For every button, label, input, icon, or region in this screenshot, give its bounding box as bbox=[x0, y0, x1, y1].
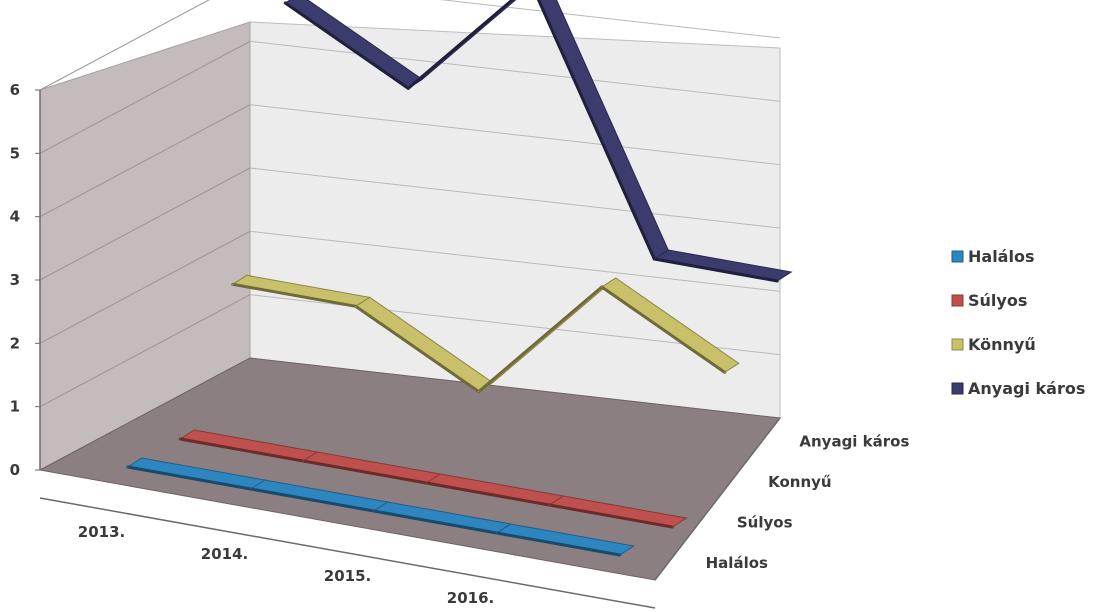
series-edge bbox=[406, 0, 515, 90]
x-tick-label: 2014. bbox=[201, 545, 248, 563]
series-edge bbox=[178, 437, 305, 463]
y-tick-labels: 0 1 2 3 4 5 6 bbox=[10, 81, 40, 479]
legend-item: Könnyű bbox=[968, 335, 1036, 354]
data-point bbox=[601, 286, 603, 288]
series-layer bbox=[126, 0, 793, 557]
x-tick-label: 2016. bbox=[447, 589, 494, 607]
legend: Halálos Súlyos Könnyű Anyagi káros bbox=[951, 247, 1085, 398]
legend-swatch bbox=[951, 338, 964, 351]
data-point bbox=[478, 391, 480, 393]
depth-label: Halálos bbox=[706, 554, 768, 572]
legend-item: Súlyos bbox=[968, 291, 1027, 310]
y-tick-label: 0 bbox=[10, 461, 20, 479]
series-edge bbox=[652, 257, 779, 283]
data-point bbox=[284, 2, 286, 4]
x-axis bbox=[39, 497, 656, 609]
depth-label: Konnyű bbox=[768, 473, 831, 491]
y-tick-label: 2 bbox=[10, 334, 20, 352]
series-anyagi-karos bbox=[283, 0, 793, 283]
series-halalos bbox=[126, 457, 636, 557]
x-tick-label: 2013. bbox=[78, 523, 125, 541]
series-edge bbox=[126, 465, 253, 491]
data-point bbox=[302, 460, 304, 462]
legend-swatch bbox=[951, 250, 964, 263]
series-edge bbox=[495, 531, 622, 557]
data-point bbox=[355, 305, 357, 307]
y-tick-label: 4 bbox=[10, 208, 20, 226]
data-point bbox=[425, 482, 427, 484]
data-point bbox=[373, 510, 375, 512]
y-tick-label: 1 bbox=[10, 398, 20, 416]
legend-swatch bbox=[951, 382, 964, 395]
x-tick-label: 2015. bbox=[324, 567, 371, 585]
series-edge bbox=[372, 509, 499, 535]
data-point bbox=[250, 488, 252, 490]
series-edge bbox=[231, 282, 358, 308]
data-point bbox=[653, 258, 655, 260]
legend-swatch bbox=[951, 294, 964, 307]
data-point bbox=[232, 283, 234, 285]
data-point bbox=[496, 532, 498, 534]
back-wall bbox=[249, 21, 781, 419]
series-edge bbox=[600, 285, 727, 374]
legend-item: Halálos bbox=[968, 247, 1034, 266]
data-point bbox=[619, 554, 621, 556]
y-tick-label: 6 bbox=[10, 81, 20, 99]
series-konnyu bbox=[231, 274, 740, 394]
data-point bbox=[776, 280, 778, 282]
y-tick-label: 5 bbox=[10, 144, 20, 162]
data-point bbox=[179, 438, 181, 440]
series-edge bbox=[547, 503, 674, 529]
series-edge bbox=[249, 487, 376, 513]
series-sulyos bbox=[178, 429, 688, 529]
series-edge bbox=[536, 0, 656, 261]
series-edge bbox=[477, 285, 604, 394]
gridlines bbox=[39, 0, 781, 408]
depth-label: Anyagi káros bbox=[799, 432, 909, 450]
x-tick-labels: 2013.2014.2015.2016.2017. bbox=[39, 497, 656, 612]
depth-label: Súlyos bbox=[737, 513, 793, 531]
series-edge bbox=[301, 459, 428, 485]
data-point bbox=[671, 526, 673, 528]
series-edge bbox=[424, 481, 551, 507]
chart-walls bbox=[38, 21, 781, 581]
legend-item: Anyagi káros bbox=[968, 379, 1085, 398]
series-edge bbox=[283, 1, 410, 90]
depth-labels: Halálos Súlyos Konnyű Anyagi káros bbox=[654, 417, 909, 581]
depth-axis bbox=[654, 417, 781, 581]
data-point bbox=[127, 466, 129, 468]
data-point bbox=[407, 87, 409, 89]
series-edge bbox=[354, 304, 481, 394]
y-tick-label: 3 bbox=[10, 271, 20, 289]
data-point bbox=[724, 371, 726, 373]
data-point bbox=[548, 504, 550, 506]
